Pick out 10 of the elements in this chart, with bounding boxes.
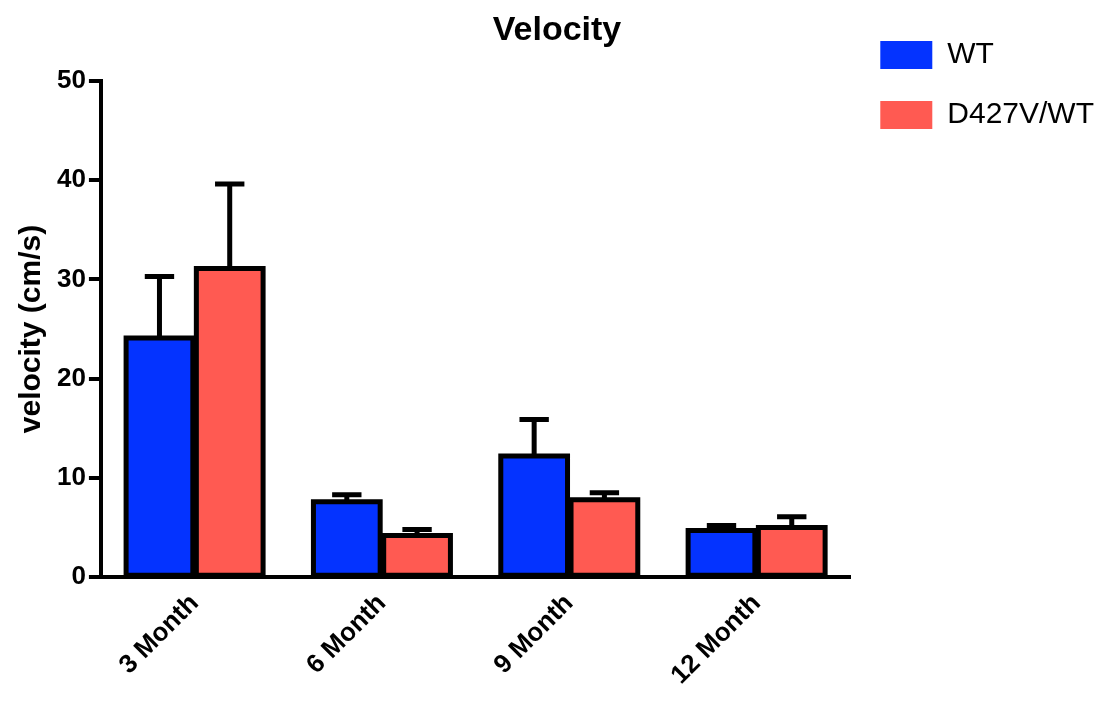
y-tick-label: 40 — [57, 163, 86, 194]
y-tick-label: 20 — [57, 361, 86, 392]
legend-label: D427V/WT — [947, 96, 1095, 130]
y-tick-label: 10 — [57, 461, 86, 492]
chart-title: Velocity — [492, 8, 622, 47]
y-axis-title: velocity (cm/s) — [13, 224, 47, 434]
y-tick-label: 0 — [71, 560, 86, 591]
y-tick-label: 50 — [57, 63, 86, 94]
y-tick-label: 30 — [57, 262, 86, 293]
legend-label: WT — [947, 36, 994, 70]
